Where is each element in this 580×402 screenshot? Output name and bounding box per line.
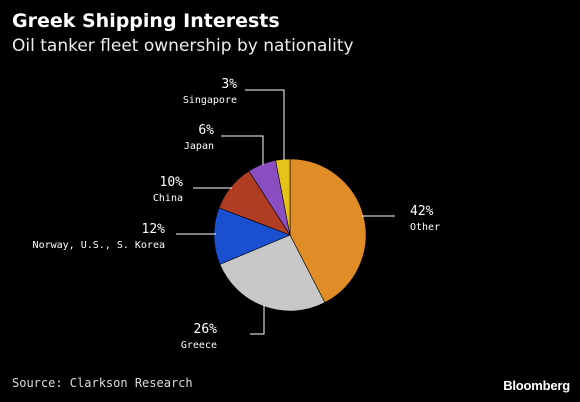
pie-slice-singapore (275, 158, 291, 236)
pct-label-japan: 6% (198, 123, 214, 138)
pct-label-greece: 26% (194, 322, 218, 337)
pie-slices (213, 158, 367, 312)
chart-subtitle: Oil tanker fleet ownership by nationalit… (12, 36, 354, 56)
leader-line-singapore (245, 89, 285, 160)
cat-label-norway: Norway, U.S., S. Korea (33, 240, 165, 251)
cat-label-singapore: Singapore (183, 95, 237, 106)
label-group-china: 10% China (153, 175, 232, 204)
label-group-greece: 26% Greece (181, 305, 265, 351)
pie-slice-other (289, 158, 367, 303)
bloomberg-logo: Bloomberg (503, 378, 570, 393)
label-group-other: 42% Other (362, 204, 440, 233)
cat-label-other: Other (410, 222, 440, 233)
cat-label-china: China (153, 193, 183, 204)
label-group-norway: 12% Norway, U.S., S. Korea (33, 222, 216, 251)
source-note: Source: Clarkson Research (12, 376, 193, 390)
leader-line-japan (221, 135, 264, 165)
pct-label-china: 10% (160, 175, 184, 190)
pct-label-other: 42% (410, 204, 434, 219)
leader-line-greece (250, 305, 265, 335)
cat-label-greece: Greece (181, 340, 217, 351)
label-group-singapore: 3% Singapore (183, 77, 285, 160)
chart-title: Greek Shipping Interests (12, 10, 280, 32)
pct-label-norway: 12% (142, 222, 166, 237)
cat-label-japan: Japan (184, 141, 214, 152)
label-group-japan: 6% Japan (184, 123, 264, 165)
pct-label-singapore: 3% (221, 77, 237, 92)
